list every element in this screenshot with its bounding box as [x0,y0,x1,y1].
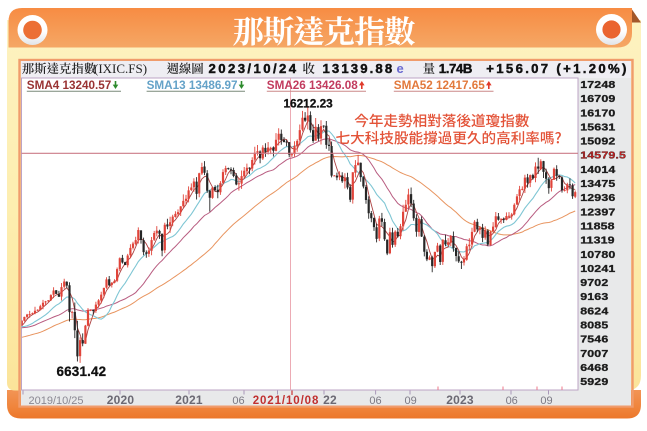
svg-text:06: 06 [506,395,518,407]
svg-text:+156.07 (+1.20%): +156.07 (+1.20%) [486,61,628,76]
svg-text:15631: 15631 [580,122,616,133]
svg-text:1.74B: 1.74B [439,61,472,76]
svg-text:16709: 16709 [580,94,615,105]
svg-text:7007: 7007 [580,349,608,360]
svg-text:6631.42: 6631.42 [57,364,107,379]
svg-text:12397: 12397 [580,207,615,218]
svg-text:6468: 6468 [580,363,609,374]
svg-text:17248: 17248 [580,80,616,91]
svg-text:15092: 15092 [580,136,615,147]
svg-text:5929: 5929 [580,377,608,388]
svg-text:2021: 2021 [175,393,203,407]
svg-text:8085: 8085 [580,320,609,331]
svg-text:SMA13 13486.97: SMA13 13486.97 [147,79,238,92]
svg-text:(IXIC.FS): (IXIC.FS) [94,61,147,76]
svg-text:7546: 7546 [580,334,608,345]
svg-text:09: 09 [404,395,416,407]
svg-text:12936: 12936 [580,193,615,204]
svg-text:13475: 13475 [580,179,616,190]
svg-text:06: 06 [232,395,244,407]
svg-text:8624: 8624 [580,306,609,317]
svg-text:11858: 11858 [580,221,615,232]
svg-text:11319: 11319 [580,235,615,246]
svg-text:SMA4 13240.57: SMA4 13240.57 [27,79,111,92]
svg-text:13139.88: 13139.88 [323,61,395,76]
svg-text:06: 06 [369,395,381,407]
svg-text:14579.5: 14579.5 [580,150,626,161]
svg-text:10241: 10241 [580,264,616,275]
svg-text:SMA52 12417.65: SMA52 12417.65 [394,79,485,92]
svg-text:2019/10/25: 2019/10/25 [28,395,83,407]
svg-text:2023: 2023 [446,393,474,407]
svg-text:9702: 9702 [580,278,608,289]
svg-text:09: 09 [540,395,552,407]
svg-text:14014: 14014 [580,165,616,176]
svg-text:2023/10/24: 2023/10/24 [209,61,299,76]
svg-text:e: e [397,61,404,76]
svg-text:16170: 16170 [580,108,615,119]
svg-text:9163: 9163 [580,292,608,303]
svg-text:22: 22 [323,393,337,407]
svg-text:SMA26 13426.08: SMA26 13426.08 [267,79,358,92]
svg-text:2021/10/08: 2021/10/08 [253,395,320,407]
svg-text:10780: 10780 [580,250,615,261]
svg-text:2020: 2020 [107,393,135,407]
svg-text:16212.23: 16212.23 [284,96,334,110]
